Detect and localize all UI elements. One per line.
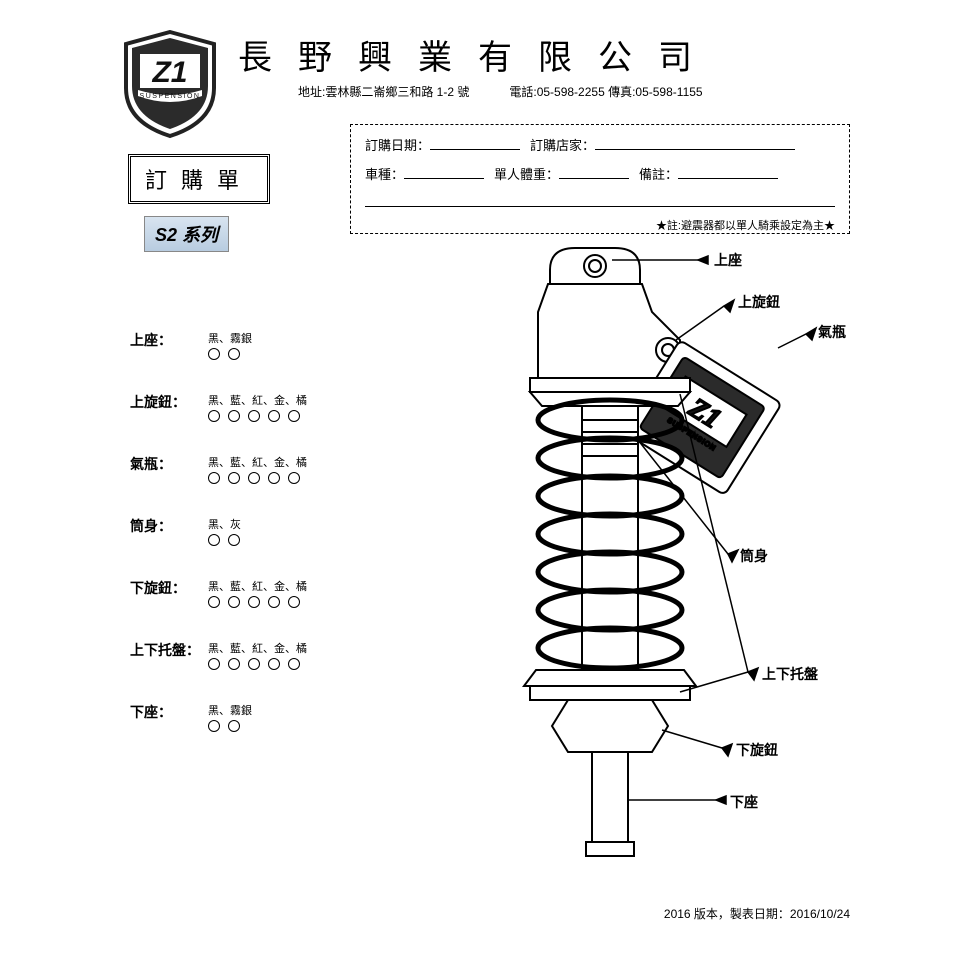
logo-shield: Z1 SUSPENSION [120, 30, 220, 140]
option-label: 上旋鈕： [130, 392, 208, 422]
option-row: 上座：黑、霧銀 [130, 330, 390, 360]
option-row: 筒身：黑、灰 [130, 516, 390, 546]
option-colors: 黑、霧銀 [208, 330, 390, 346]
option-circle[interactable] [268, 596, 280, 608]
option-circle[interactable] [228, 410, 240, 422]
field-model-label: 車種： [365, 164, 404, 183]
field-model-input[interactable] [404, 165, 484, 179]
option-colors: 黑、藍、紅、金、橘 [208, 392, 390, 408]
callout-reservoir: 氣瓶 [818, 322, 846, 342]
callout-top-mount: 上座 [714, 250, 742, 270]
option-circle[interactable] [228, 596, 240, 608]
option-label: 上下托盤： [130, 640, 208, 670]
field-shop-input[interactable] [595, 136, 795, 150]
field-date-input[interactable] [430, 136, 520, 150]
option-colors: 黑、藍、紅、金、橘 [208, 454, 390, 470]
option-label: 氣瓶： [130, 454, 208, 484]
option-row: 氣瓶：黑、藍、紅、金、橘 [130, 454, 390, 484]
option-label: 下座： [130, 702, 208, 732]
field-date-label: 訂購日期： [365, 135, 430, 154]
order-info-box: 訂購日期： 訂購店家： 車種： 單人體重： 備註： ★註:避震器都以單人騎乘設定… [350, 124, 850, 234]
option-row: 下旋鈕：黑、藍、紅、金、橘 [130, 578, 390, 608]
callout-bottom-knob: 下旋鈕 [736, 740, 778, 760]
option-circle[interactable] [208, 658, 220, 670]
company-name: 長野興業有限公司 [238, 30, 880, 79]
option-circle[interactable] [268, 658, 280, 670]
option-colors: 黑、藍、紅、金、橘 [208, 578, 390, 594]
callout-plates: 上下托盤 [762, 664, 818, 684]
option-circle[interactable] [208, 596, 220, 608]
option-circle[interactable] [288, 410, 300, 422]
option-circle[interactable] [288, 596, 300, 608]
option-circle[interactable] [248, 472, 260, 484]
option-circle[interactable] [228, 472, 240, 484]
option-circle[interactable] [228, 658, 240, 670]
option-circle[interactable] [208, 720, 220, 732]
option-circle[interactable] [268, 410, 280, 422]
option-circle[interactable] [248, 596, 260, 608]
option-circle[interactable] [288, 658, 300, 670]
option-circle[interactable] [208, 472, 220, 484]
callout-top-knob: 上旋鈕 [738, 292, 780, 312]
company-phone: 電話:05-598-2255 傳真:05-598-1155 [509, 83, 702, 100]
option-colors: 黑、灰 [208, 516, 390, 532]
option-row: 上下托盤：黑、藍、紅、金、橘 [130, 640, 390, 670]
callout-body: 筒身 [740, 546, 768, 566]
shock-diagram: Z1 SUSPENSION [380, 240, 860, 880]
svg-text:Z1: Z1 [151, 56, 187, 89]
option-circle[interactable] [248, 658, 260, 670]
series-tag: S2 系列 [144, 216, 229, 252]
option-circle[interactable] [228, 348, 240, 360]
callout-bottom-mount: 下座 [730, 792, 758, 812]
field-note-input[interactable] [678, 165, 778, 179]
option-label: 筒身： [130, 516, 208, 546]
options-column: 上座：黑、霧銀上旋鈕：黑、藍、紅、金、橘氣瓶：黑、藍、紅、金、橘筒身：黑、灰下旋… [130, 330, 390, 764]
option-circle[interactable] [208, 348, 220, 360]
field-extra-input[interactable] [365, 193, 835, 207]
footer-version: 2016 版本，製表日期：2016/10/24 [664, 905, 850, 922]
option-circle[interactable] [288, 472, 300, 484]
order-title: 訂購單 [128, 154, 270, 204]
option-circle[interactable] [208, 410, 220, 422]
option-circle[interactable] [208, 534, 220, 546]
field-weight-input[interactable] [559, 165, 629, 179]
option-row: 上旋鈕：黑、藍、紅、金、橘 [130, 392, 390, 422]
option-label: 下旋鈕： [130, 578, 208, 608]
option-colors: 黑、霧銀 [208, 702, 390, 718]
option-row: 下座：黑、霧銀 [130, 702, 390, 732]
svg-text:SUSPENSION: SUSPENSION [140, 93, 201, 100]
option-colors: 黑、藍、紅、金、橘 [208, 640, 390, 656]
field-note-label: 備註： [639, 164, 678, 183]
company-address: 地址:雲林縣二崙鄉三和路 1-2 號 [298, 83, 469, 100]
option-circle[interactable] [268, 472, 280, 484]
option-circle[interactable] [228, 720, 240, 732]
info-footnote: ★註:避震器都以單人騎乘設定為主★ [365, 217, 835, 233]
option-label: 上座： [130, 330, 208, 360]
option-circle[interactable] [248, 410, 260, 422]
field-shop-label: 訂購店家： [530, 135, 595, 154]
option-circle[interactable] [228, 534, 240, 546]
field-weight-label: 單人體重： [494, 164, 559, 183]
